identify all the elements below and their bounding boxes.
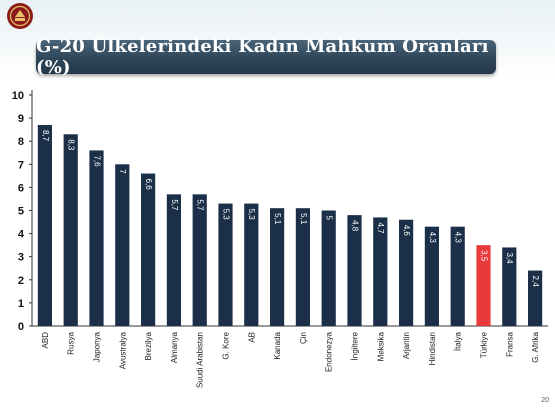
bar-value-label: 5,7 bbox=[196, 199, 205, 211]
bar-value-label: 4,8 bbox=[350, 220, 359, 232]
x-tick-label: Türkiye bbox=[480, 331, 489, 358]
x-tick-label: Meksika bbox=[376, 331, 385, 361]
y-tick-label: 1 bbox=[18, 298, 24, 310]
bar-value-label: 5,3 bbox=[247, 209, 256, 221]
bar-value-label: 3,5 bbox=[479, 250, 488, 262]
x-tick-label: G. Afrika bbox=[531, 331, 540, 362]
bar-value-label: 4,7 bbox=[376, 222, 385, 234]
x-tick-label: Japonya bbox=[93, 331, 102, 362]
bar bbox=[347, 215, 362, 326]
x-tick-label: Hindistan bbox=[428, 332, 437, 365]
bar-value-label: 4,6 bbox=[402, 225, 411, 237]
x-tick-label: G. Kore bbox=[222, 331, 231, 359]
y-tick-label: 10 bbox=[12, 90, 24, 102]
bar bbox=[63, 134, 78, 326]
x-tick-label: Brezilya bbox=[144, 331, 153, 360]
bar-value-label: 8,7 bbox=[41, 130, 50, 142]
bar bbox=[373, 217, 388, 326]
x-tick-label: Almanya bbox=[170, 331, 179, 363]
bar-value-label: 5 bbox=[325, 216, 334, 221]
y-tick-label: 0 bbox=[18, 321, 24, 333]
bar bbox=[476, 245, 491, 326]
bar-value-label: 4,3 bbox=[428, 232, 437, 244]
bar bbox=[270, 208, 285, 326]
page-number: 20 bbox=[541, 397, 549, 404]
bar-value-label: 5,7 bbox=[170, 199, 179, 211]
y-tick-label: 7 bbox=[18, 159, 24, 171]
x-tick-label: İtalya bbox=[454, 331, 463, 351]
x-tick-label: Avustralya bbox=[118, 331, 127, 369]
bar bbox=[502, 247, 517, 326]
y-tick-label: 5 bbox=[18, 206, 24, 218]
bar bbox=[218, 203, 233, 326]
bar-value-label: 5,1 bbox=[273, 213, 282, 225]
bar bbox=[192, 194, 207, 326]
bar bbox=[89, 150, 104, 326]
bar bbox=[321, 210, 336, 326]
x-tick-label: Çin bbox=[299, 332, 308, 344]
bar-value-label: 8,3 bbox=[67, 139, 76, 151]
bar bbox=[424, 226, 439, 326]
bar-value-label: 2,4 bbox=[531, 276, 540, 288]
y-tick-label: 2 bbox=[18, 275, 24, 287]
bar-value-label: 7 bbox=[118, 169, 127, 174]
x-tick-label: Arjantin bbox=[402, 332, 411, 359]
bar-value-label: 5,3 bbox=[221, 209, 230, 221]
bar-value-label: 7,6 bbox=[92, 155, 101, 167]
bar bbox=[399, 219, 414, 326]
title-bar: G-20 Ülkelerindeki Kadın Mahkum Oranları… bbox=[36, 36, 496, 78]
bar bbox=[295, 208, 310, 326]
y-tick-label: 4 bbox=[18, 229, 25, 241]
x-tick-label: Kanada bbox=[273, 331, 282, 359]
x-tick-label: Suudi Arabistan bbox=[196, 332, 205, 388]
bar bbox=[141, 173, 156, 326]
y-tick-label: 3 bbox=[18, 252, 24, 264]
bar bbox=[166, 194, 181, 326]
x-tick-label: İngiltere bbox=[351, 331, 360, 360]
bar-value-label: 4,3 bbox=[454, 232, 463, 244]
bar bbox=[37, 125, 52, 326]
bar bbox=[528, 270, 543, 326]
x-tick-label: Endonezya bbox=[325, 331, 334, 372]
x-tick-label: Fransa bbox=[505, 331, 514, 356]
bar bbox=[115, 164, 130, 326]
bar-value-label: 3,4 bbox=[505, 252, 514, 264]
bar-value-label: 5,1 bbox=[299, 213, 308, 225]
x-tick-label: AB bbox=[247, 332, 256, 343]
y-tick-label: 9 bbox=[18, 113, 24, 125]
bar bbox=[244, 203, 259, 326]
chart-title: G-20 Ülkelerindeki Kadın Mahkum Oranları… bbox=[36, 36, 489, 78]
y-tick-label: 6 bbox=[18, 182, 24, 194]
bar bbox=[450, 226, 465, 326]
emblem-logo-icon bbox=[7, 3, 33, 29]
x-tick-label: ABD bbox=[41, 332, 50, 349]
y-tick-label: 8 bbox=[18, 136, 24, 148]
x-tick-label: Rusya bbox=[67, 331, 76, 354]
bar-value-label: 6,6 bbox=[144, 179, 153, 191]
